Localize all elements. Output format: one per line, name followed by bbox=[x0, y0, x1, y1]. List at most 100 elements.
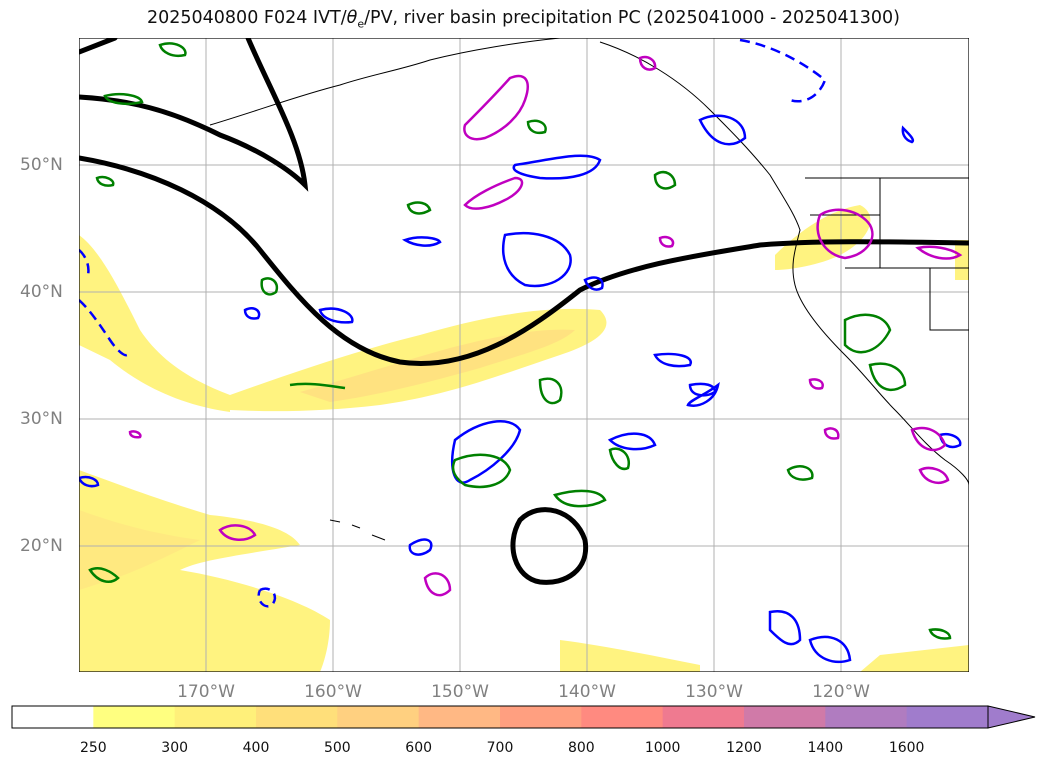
colorbar-tick-label: 300 bbox=[161, 740, 189, 756]
precip-contour bbox=[918, 466, 950, 484]
jet-line-main bbox=[79, 155, 969, 366]
theta-e-contour bbox=[95, 175, 115, 187]
colorbar-border bbox=[11, 705, 989, 729]
theta-e-contour bbox=[553, 489, 607, 508]
colorbar-segment bbox=[418, 706, 501, 728]
lat-label-20: 20°N bbox=[20, 536, 63, 556]
pv-contour-dashed bbox=[739, 38, 827, 103]
precip-contour bbox=[658, 235, 675, 248]
pv-contour bbox=[402, 236, 442, 247]
colorbar-segment bbox=[12, 706, 94, 728]
theta-e-contour bbox=[928, 628, 952, 640]
theta-e-contour bbox=[88, 567, 120, 583]
precip-contour bbox=[463, 74, 529, 141]
colorbar-segment bbox=[825, 706, 908, 728]
ivt-region-coast bbox=[775, 205, 871, 270]
colorbar-segment bbox=[662, 706, 745, 728]
pv-contour-dashed bbox=[79, 299, 130, 357]
pv-contour bbox=[607, 432, 657, 451]
colorbar-segment bbox=[174, 706, 257, 728]
title-theta: θ bbox=[346, 8, 358, 28]
ivt-region-mid bbox=[560, 640, 700, 672]
border-states bbox=[845, 178, 969, 331]
pv-contour bbox=[512, 154, 602, 180]
colorbar-segment bbox=[256, 706, 338, 728]
colorbar-tick-label: 250 bbox=[79, 740, 107, 756]
colorbar-tick-label: 600 bbox=[405, 740, 433, 756]
grid-lines bbox=[79, 38, 969, 672]
lon-label-160w: 160°W bbox=[304, 682, 362, 702]
precip-contour bbox=[816, 208, 874, 260]
colorbar-segment bbox=[744, 706, 826, 728]
pv-contour-dashed bbox=[257, 587, 277, 608]
lon-label-120w: 120°W bbox=[812, 682, 870, 702]
pv-contour bbox=[583, 276, 604, 291]
ivt-region-right bbox=[955, 240, 969, 280]
pv-contour bbox=[698, 114, 747, 146]
pv-contour bbox=[408, 538, 433, 556]
theta-e-contour bbox=[786, 465, 814, 481]
theta-e-contour bbox=[103, 93, 144, 105]
theta-e-contour bbox=[653, 170, 677, 190]
ivt-region-south-core bbox=[79, 510, 200, 590]
lat-label-30: 30°N bbox=[20, 409, 63, 429]
precip-contour bbox=[218, 524, 257, 541]
jet-loop bbox=[510, 507, 589, 585]
colorbar-segment bbox=[337, 706, 420, 728]
coast-alaska bbox=[209, 38, 561, 126]
ivt-region-south bbox=[79, 470, 330, 672]
ivt-region-east bbox=[860, 645, 969, 672]
theta-e-contour bbox=[289, 382, 346, 390]
theta-e-contour bbox=[526, 119, 547, 135]
pv-contour bbox=[768, 609, 802, 646]
jet-contours bbox=[79, 38, 969, 585]
colorbar-segment bbox=[581, 706, 664, 728]
colorbar-tick-label: 1000 bbox=[644, 740, 681, 756]
title-sub: e bbox=[357, 17, 365, 31]
pv-contour bbox=[79, 475, 100, 488]
coast-north-america bbox=[599, 41, 969, 486]
precip-contour bbox=[128, 430, 142, 439]
pv-dashed bbox=[79, 38, 827, 608]
theta-e-contours bbox=[88, 42, 952, 640]
ivt-region-north-core bbox=[300, 329, 575, 402]
precip-contour bbox=[915, 245, 963, 260]
theta-e-contour bbox=[406, 201, 432, 215]
precip-contour bbox=[910, 426, 947, 452]
lon-label-130w: 130°W bbox=[685, 682, 743, 702]
jet-line-corner bbox=[79, 38, 118, 55]
title-suffix: /PV, river basin precipitation PC (20250… bbox=[364, 8, 901, 28]
theta-e-contour bbox=[843, 313, 892, 354]
pv-contour bbox=[686, 381, 720, 407]
colorbar-segment bbox=[500, 706, 582, 728]
map-title: 2025040800 F024 IVT/θe/PV, river basin p… bbox=[0, 8, 1047, 31]
precip-pc-contours bbox=[128, 55, 963, 597]
precip-contour bbox=[808, 378, 824, 390]
lon-label-150w: 150°W bbox=[431, 682, 489, 702]
precip-contour bbox=[423, 572, 452, 597]
lon-label-170w: 170°W bbox=[177, 682, 235, 702]
pv-contour bbox=[501, 231, 572, 288]
theta-e-contour bbox=[868, 362, 907, 391]
hawaii-islands bbox=[329, 519, 386, 541]
precip-contour bbox=[638, 55, 657, 71]
pv-contour bbox=[901, 125, 915, 144]
lon-label-140w: 140°W bbox=[558, 682, 616, 702]
theta-e-contour bbox=[451, 453, 512, 489]
pv-contour bbox=[243, 307, 261, 320]
jet-line-upper bbox=[79, 38, 309, 192]
colorbar-tick-label: 1400 bbox=[807, 740, 844, 756]
pv-contour bbox=[318, 307, 354, 324]
ivt-region-west bbox=[79, 235, 230, 412]
plot-area bbox=[79, 38, 969, 672]
pv-contour bbox=[653, 352, 693, 368]
lat-label-40: 40°N bbox=[20, 282, 63, 302]
colorbar-extend-arrow bbox=[987, 705, 1036, 729]
colorbar bbox=[11, 705, 1036, 729]
colorbar-tick-label: 500 bbox=[323, 740, 351, 756]
theta-e-contour bbox=[608, 447, 631, 471]
pv-contour bbox=[808, 635, 852, 664]
pv-contour-dashed bbox=[79, 249, 90, 276]
precip-contour bbox=[823, 427, 840, 440]
theta-e-contour bbox=[260, 277, 279, 296]
